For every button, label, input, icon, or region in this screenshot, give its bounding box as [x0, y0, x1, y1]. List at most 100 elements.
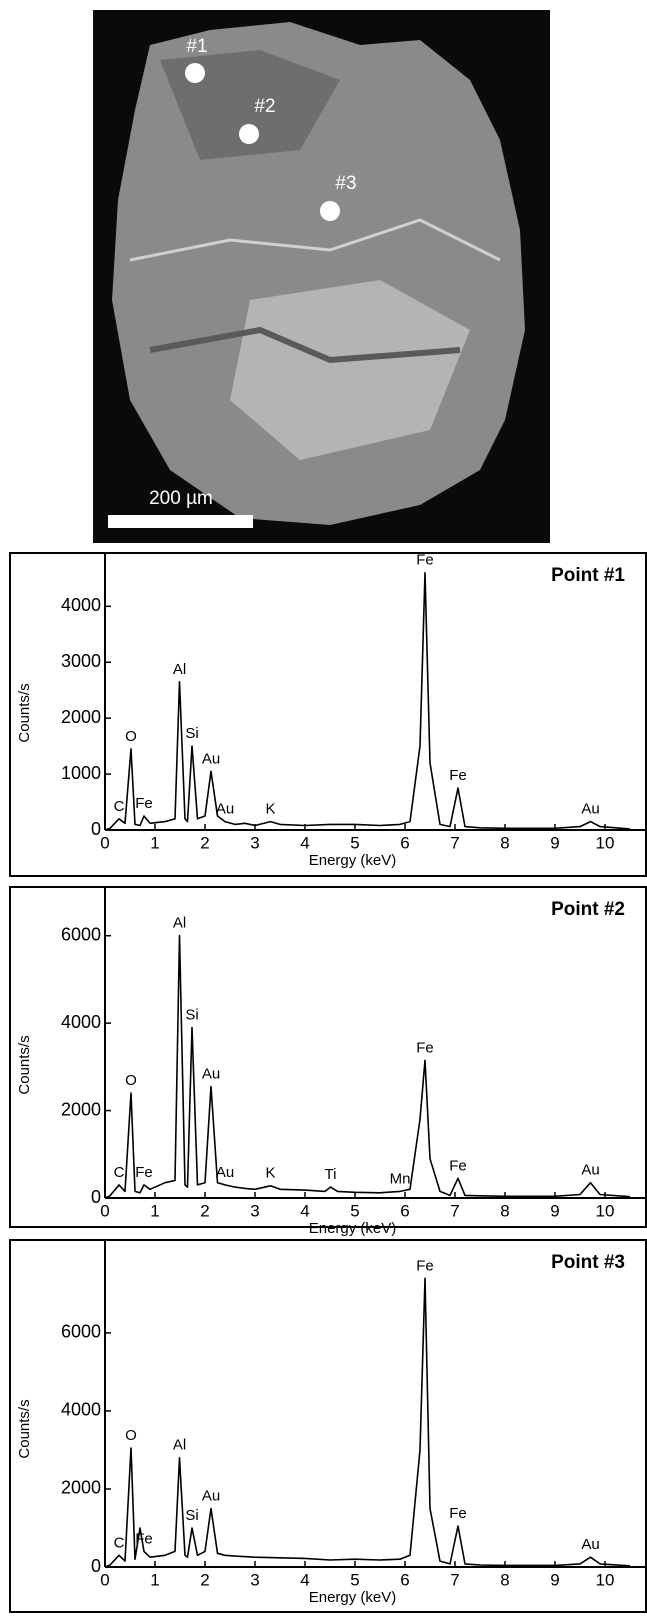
y-tick-label: 4000 — [61, 595, 101, 615]
y-tick-label: 0 — [91, 1187, 101, 1207]
x-tick-label: 7 — [450, 1201, 459, 1220]
peak-label: Si — [185, 1507, 198, 1524]
chart-frame — [9, 886, 647, 1228]
peak-label: Au — [202, 1065, 220, 1082]
peak-label: Au — [581, 1162, 599, 1179]
x-tick-label: 0 — [100, 1570, 109, 1589]
x-tick-label: 9 — [550, 833, 559, 852]
spectrum-chart: 0 2000 4000 6000 0 1 2 3 4 5 6 7 8 9 10 Energy (keV) Cou… — [9, 1239, 647, 1613]
x-tick-label: 10 — [596, 833, 615, 852]
peak-label: Fe — [416, 1257, 434, 1274]
x-axis-label: Energy (keV) — [309, 852, 397, 869]
peak-label: Mn — [390, 1170, 411, 1187]
y-axis-label: Counts/s — [16, 1035, 33, 1094]
peak-label: O — [125, 728, 137, 745]
x-tick-label: 8 — [500, 1201, 509, 1220]
peak-label: Fe — [449, 767, 467, 784]
peak-label: Au — [216, 801, 234, 818]
x-tick-label: 10 — [596, 1201, 615, 1220]
x-tick-label: 2 — [200, 1570, 209, 1589]
peak-label: Fe — [449, 1505, 467, 1522]
peak-label: O — [125, 1427, 137, 1444]
point-marker — [320, 201, 340, 221]
x-tick-label: 7 — [450, 833, 459, 852]
x-tick-label: 0 — [100, 1201, 109, 1220]
y-tick-label: 6000 — [61, 924, 101, 944]
chart-title: Point #1 — [551, 565, 625, 586]
x-tick-label: 1 — [150, 833, 159, 852]
peak-label: C — [114, 798, 125, 815]
chart-frame — [9, 1239, 647, 1613]
scale-bar-label: 200 µm — [149, 488, 213, 509]
peak-label: K — [265, 1165, 275, 1182]
x-tick-label: 0 — [100, 833, 109, 852]
particle-shade — [160, 50, 340, 160]
x-tick-label: 6 — [400, 1201, 409, 1220]
particle-ridge — [129, 218, 501, 262]
peak-label: Fe — [449, 1157, 467, 1174]
peak-label: Si — [185, 1006, 198, 1023]
point-marker — [185, 63, 205, 83]
spectrum-chart: 0 2000 4000 6000 0 1 2 3 4 5 6 7 8 9 10 Energy (keV) Cou… — [9, 886, 647, 1237]
peak-label: Si — [185, 725, 198, 742]
x-tick-label: 2 — [200, 833, 209, 852]
chart-title: Point #2 — [551, 899, 625, 920]
x-tick-label: 7 — [450, 1570, 459, 1589]
x-axis-label: Energy (keV) — [309, 1589, 397, 1606]
particle-crack — [149, 326, 461, 364]
peak-label: C — [114, 1164, 125, 1181]
chart-title: Point #3 — [551, 1252, 625, 1273]
peak-label: Au — [581, 1536, 599, 1553]
point-label: #3 — [335, 173, 356, 194]
x-tick-label: 5 — [350, 833, 359, 852]
peak-label: Al — [173, 661, 186, 678]
peak-label: Au — [581, 801, 599, 818]
chart-frame — [9, 552, 647, 877]
peak-label: Fe — [135, 1530, 153, 1547]
x-tick-label: 3 — [250, 833, 259, 852]
x-tick-label: 9 — [550, 1570, 559, 1589]
y-tick-label: 1000 — [61, 763, 101, 783]
peak-label: Fe — [135, 795, 153, 812]
peak-label: Al — [173, 915, 186, 932]
point-label: #1 — [186, 36, 207, 57]
scale-bar — [108, 515, 253, 528]
peak-label: Fe — [416, 552, 434, 569]
x-tick-label: 10 — [596, 1570, 615, 1589]
y-tick-label: 4000 — [61, 1012, 101, 1032]
peak-label: K — [265, 801, 275, 818]
peak-label: O — [125, 1072, 137, 1089]
peak-label: Au — [216, 1164, 234, 1181]
y-tick-label: 3000 — [61, 651, 101, 671]
peak-label: Fe — [416, 1039, 434, 1056]
y-tick-label: 4000 — [61, 1400, 101, 1420]
x-tick-label: 4 — [300, 1201, 309, 1220]
x-tick-label: 3 — [250, 1201, 259, 1220]
spectrum-line — [104, 1277, 631, 1568]
x-tick-label: 1 — [150, 1570, 159, 1589]
spectrum-line — [104, 934, 631, 1199]
x-tick-label: 5 — [350, 1201, 359, 1220]
y-tick-label: 2000 — [61, 1478, 101, 1498]
spectrum-chart: 0 1000 2000 3000 4000 0 1 2 3 4 5 6 7 8 9 10 Energy (keV… — [9, 552, 647, 877]
y-tick-label: 0 — [91, 1556, 101, 1576]
peak-label: Al — [173, 1437, 186, 1454]
spectrum-line — [104, 572, 631, 831]
x-tick-label: 8 — [500, 1570, 509, 1589]
particle-highlight — [230, 280, 470, 460]
peak-label: Fe — [135, 1164, 153, 1181]
sem-image: #1 #2 #3 200 µm — [93, 10, 550, 543]
x-tick-label: 6 — [400, 833, 409, 852]
x-tick-label: 4 — [300, 833, 309, 852]
peak-label: Au — [202, 750, 220, 767]
x-tick-label: 6 — [400, 1570, 409, 1589]
x-tick-label: 8 — [500, 833, 509, 852]
x-tick-label: 4 — [300, 1570, 309, 1589]
y-tick-label: 2000 — [61, 1099, 101, 1119]
x-tick-label: 1 — [150, 1201, 159, 1220]
y-axis-label: Counts/s — [16, 683, 33, 742]
peak-label: Au — [202, 1487, 220, 1504]
x-tick-label: 5 — [350, 1570, 359, 1589]
